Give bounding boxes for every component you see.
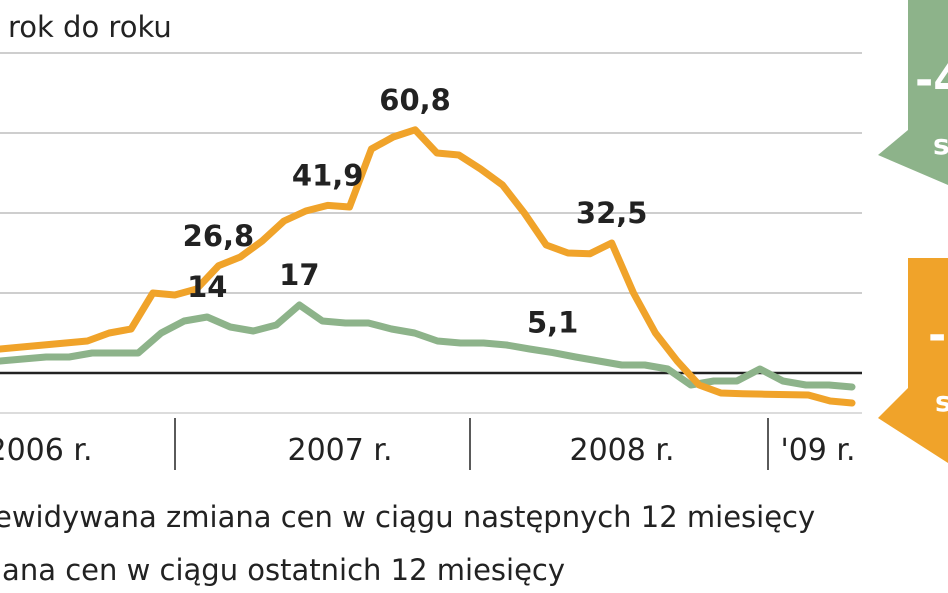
green-arrow-badge xyxy=(878,0,948,185)
series-line-past xyxy=(0,301,856,391)
legend-item-past: iana cen w ciągu ostatnich 12 miesięcy xyxy=(0,553,566,587)
series-lines xyxy=(0,126,856,407)
x-tick-label: 2007 r. xyxy=(288,433,393,468)
data-label: 32,5 xyxy=(576,196,648,230)
data-label: 14 xyxy=(187,270,227,304)
data-label: 17 xyxy=(279,258,319,292)
data-labels: 26,8 41,9 60,8 32,5 14 17 5,1 xyxy=(183,83,648,340)
gridlines xyxy=(0,52,862,375)
orange-badge-sub: s xyxy=(935,385,948,418)
x-tick-label: 2008 r. xyxy=(570,433,675,468)
y-axis-label: rok do roku xyxy=(8,10,172,44)
green-badge-sub: s xyxy=(933,128,948,161)
data-label: 5,1 xyxy=(527,306,578,340)
x-tick-label: 2006 r. xyxy=(0,433,93,468)
x-tick-label: '09 r. xyxy=(780,433,855,468)
legend-item-expected: ewidywana zmiana cen w ciągu następnych … xyxy=(0,500,816,534)
green-badge-value: -4 xyxy=(915,55,948,106)
data-label: 41,9 xyxy=(292,158,364,192)
data-label: 60,8 xyxy=(379,83,451,117)
orange-arrow-badge xyxy=(878,258,948,463)
data-label: 26,8 xyxy=(183,219,255,253)
orange-badge-value: - xyxy=(928,310,947,361)
series-line-expected xyxy=(0,126,856,407)
x-axis: 2006 r. 2007 r. 2008 r. '09 r. xyxy=(0,412,862,470)
